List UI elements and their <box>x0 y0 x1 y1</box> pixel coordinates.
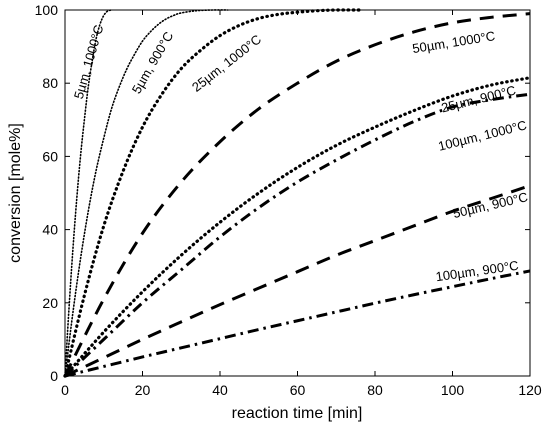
x-tick-label: 100 <box>441 382 465 398</box>
curves-layer <box>63 8 532 378</box>
series-line-7 <box>64 269 531 378</box>
series-line-0 <box>64 9 113 377</box>
series-line-3 <box>63 12 531 377</box>
series-line-6 <box>64 184 531 378</box>
y-tick-label: 0 <box>50 368 58 384</box>
x-tick-label: 80 <box>367 382 383 398</box>
series-label-1: 5µm, 900°C <box>129 29 177 96</box>
x-tick-label: 20 <box>135 382 151 398</box>
y-tick-label: 40 <box>42 222 58 238</box>
series-label-5: 100µm, 1000°C <box>437 117 529 154</box>
series-label-2: 25µm, 1000°C <box>189 32 264 95</box>
series-line-4 <box>63 76 532 378</box>
x-axis-title: reaction time [min] <box>232 405 363 422</box>
y-tick-label: 100 <box>35 2 59 18</box>
y-axis-title: conversion [mole%] <box>7 123 24 263</box>
series-label-0: 5µm, 1000°C <box>71 23 106 100</box>
y-tick-label: 20 <box>42 295 58 311</box>
x-tick-label: 60 <box>290 382 306 398</box>
series-line-5 <box>63 92 531 378</box>
y-tick-label: 80 <box>42 75 58 91</box>
x-tick-label: 120 <box>518 382 542 398</box>
y-axis: 0 20 40 60 80 100 <box>35 2 530 384</box>
y-tick-label: 60 <box>42 148 58 164</box>
x-tick-label: 40 <box>212 382 228 398</box>
curve-labels-layer: 5µm, 1000°C 5µm, 900°C 25µm, 1000°C 50µm, 1… <box>71 23 529 284</box>
series-line-1 <box>64 9 229 377</box>
x-tick-label: 0 <box>61 382 69 398</box>
x-axis: 0 20 40 60 80 100 120 <box>61 10 542 398</box>
series-label-4: 25µm, 900°C <box>440 82 518 115</box>
series-label-3: 50µm, 1000°C <box>411 28 496 56</box>
series-label-6: 50µm, 900°C <box>451 189 529 221</box>
series-line-2 <box>63 8 362 378</box>
